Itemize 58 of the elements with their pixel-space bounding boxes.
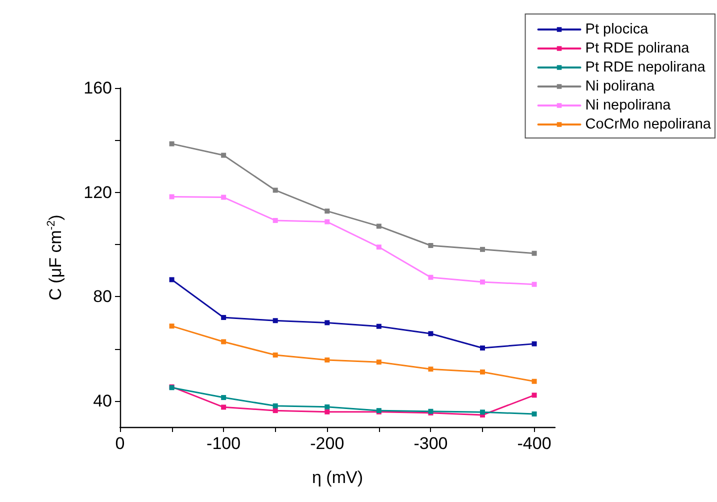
point — [221, 395, 226, 400]
point — [272, 352, 278, 358]
legend-label: Ni polirana — [585, 78, 656, 94]
point — [532, 411, 537, 416]
y-tick-label: 160 — [84, 78, 112, 98]
point — [272, 403, 278, 408]
point — [169, 141, 174, 146]
point — [324, 409, 330, 414]
point — [221, 194, 226, 200]
point — [376, 244, 382, 250]
point — [532, 378, 537, 384]
y-tick-label: 120 — [84, 182, 112, 202]
point — [272, 218, 278, 223]
point — [480, 246, 485, 252]
point — [324, 219, 330, 224]
point — [272, 188, 278, 193]
point — [272, 318, 278, 324]
point — [532, 341, 537, 346]
legend-label: CoCrMo nepolirana — [585, 116, 712, 132]
point — [324, 404, 330, 410]
point — [221, 404, 226, 410]
x-tick-label: -200 — [310, 434, 344, 453]
y-axis-title: C (μF cm-2) — [46, 214, 65, 300]
point — [169, 277, 174, 282]
y-tick-label: 80 — [93, 287, 112, 306]
point — [221, 314, 226, 320]
point — [428, 243, 434, 248]
point — [480, 369, 485, 374]
point — [480, 410, 485, 415]
point — [480, 280, 485, 285]
point — [428, 366, 434, 372]
x-axis-title: η (mV) — [312, 468, 363, 487]
point — [532, 282, 537, 287]
point — [428, 274, 434, 280]
point — [169, 194, 174, 200]
x-tick-label: 0 — [115, 434, 125, 453]
point — [376, 224, 382, 229]
point — [428, 331, 434, 336]
point — [169, 324, 174, 329]
point — [376, 360, 382, 365]
point — [532, 392, 537, 398]
point — [272, 408, 278, 414]
legend-label: Pt RDE nepolirana — [585, 60, 706, 76]
point — [324, 320, 330, 326]
point — [324, 208, 330, 214]
y-tick-label: 40 — [93, 391, 112, 410]
legend-label: Pt plocica — [585, 22, 650, 38]
point — [221, 339, 226, 344]
point — [532, 250, 537, 256]
x-tick-label: -300 — [414, 434, 448, 453]
point — [221, 152, 226, 158]
legend-label: Pt RDE polirana — [585, 40, 690, 56]
point — [324, 357, 330, 362]
legend-label: Ni nepolirana — [585, 98, 672, 114]
point — [480, 345, 485, 350]
point — [376, 324, 382, 329]
x-tick-label: -400 — [517, 434, 552, 453]
x-tick-label: -100 — [206, 434, 241, 453]
